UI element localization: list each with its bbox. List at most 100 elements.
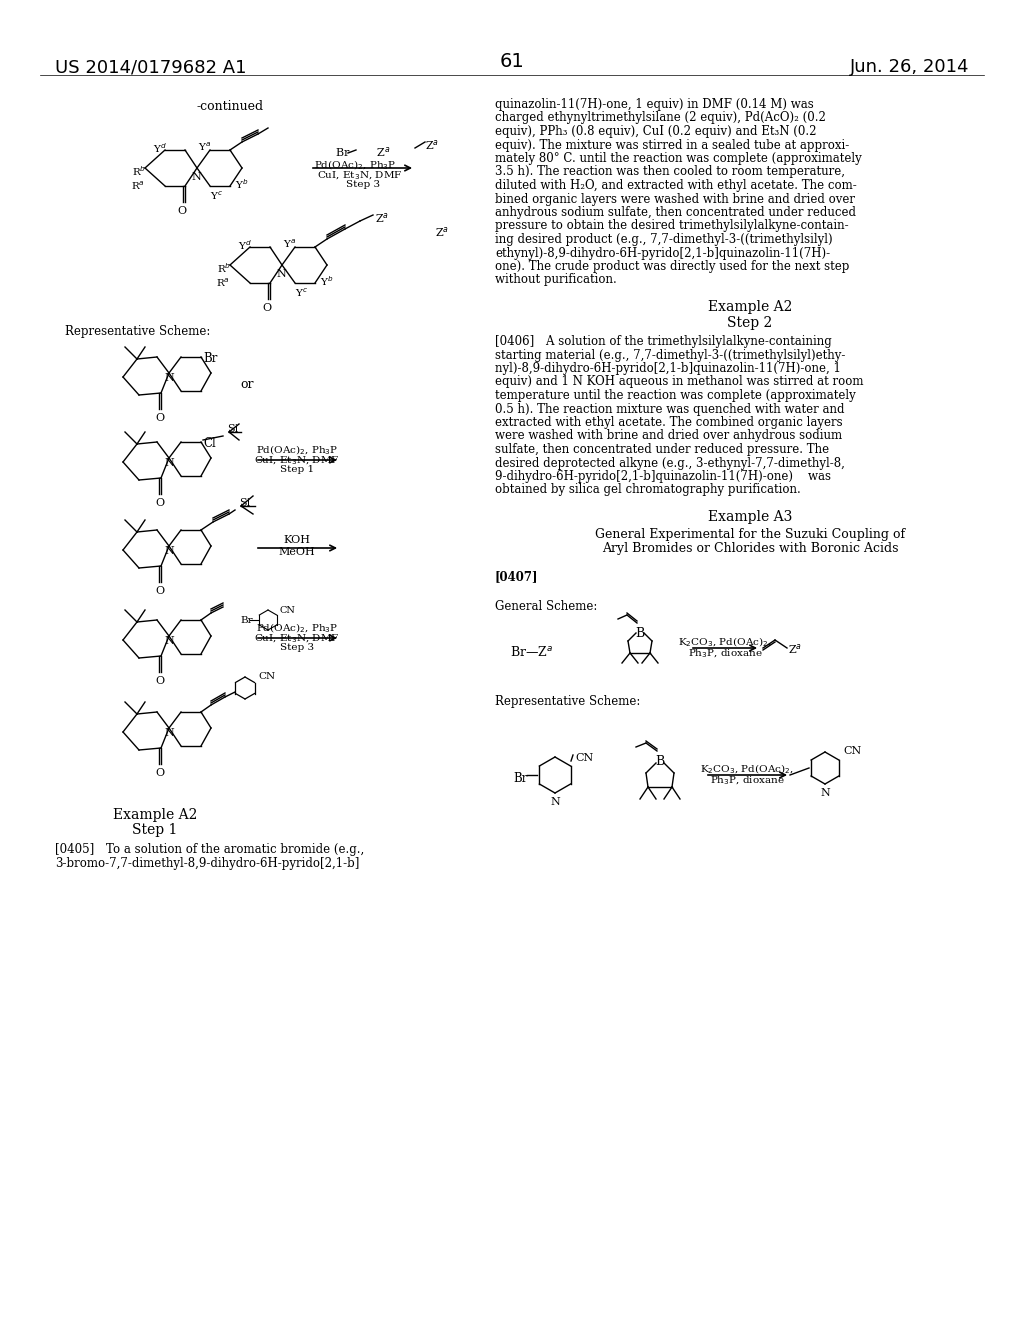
Text: Z$^a$: Z$^a$ (375, 211, 389, 224)
Text: B: B (635, 627, 645, 640)
Text: ing desired product (e.g., 7,7-dimethyl-3-((trimethylsilyl): ing desired product (e.g., 7,7-dimethyl-… (495, 234, 833, 246)
Text: O: O (156, 413, 165, 422)
Text: Y$^c$: Y$^c$ (296, 286, 308, 300)
Text: N: N (164, 729, 174, 738)
Text: O: O (156, 586, 165, 597)
Text: equiv) and 1 N KOH aqueous in methanol was stirred at room: equiv) and 1 N KOH aqueous in methanol w… (495, 375, 863, 388)
Text: sulfate, then concentrated under reduced pressure. The: sulfate, then concentrated under reduced… (495, 444, 829, 455)
Text: Br        Z$^a$: Br Z$^a$ (335, 145, 391, 158)
Text: N: N (191, 172, 201, 182)
Text: 9-dihydro-6H-pyrido[2,1-b]quinazolin-11(7H)-one)    was: 9-dihydro-6H-pyrido[2,1-b]quinazolin-11(… (495, 470, 831, 483)
Text: Z$^a$: Z$^a$ (425, 139, 439, 152)
Text: R$^b$: R$^b$ (217, 261, 231, 275)
Text: 0.5 h). The reaction mixture was quenched with water and: 0.5 h). The reaction mixture was quenche… (495, 403, 845, 416)
Text: N: N (164, 636, 174, 645)
Text: [0405] To a solution of the aromatic bromide (e.g.,: [0405] To a solution of the aromatic bro… (55, 843, 365, 855)
Text: O: O (262, 304, 271, 313)
Text: MeOH: MeOH (279, 546, 315, 557)
Text: Pd(OAc)$_2$, Ph$_3$P: Pd(OAc)$_2$, Ph$_3$P (256, 444, 338, 457)
Text: N: N (164, 458, 174, 469)
Text: B: B (655, 755, 665, 768)
Text: Y$^b$: Y$^b$ (319, 275, 334, 288)
Text: Step 3: Step 3 (280, 643, 314, 652)
Text: General Experimental for the Suzuki Coupling of: General Experimental for the Suzuki Coup… (595, 528, 905, 541)
Text: extracted with ethyl acetate. The combined organic layers: extracted with ethyl acetate. The combin… (495, 416, 843, 429)
Text: O: O (156, 676, 165, 686)
Text: [0406] A solution of the trimethylsilylalkyne-containing: [0406] A solution of the trimethylsilyla… (495, 335, 831, 348)
Text: Ph$_3$P, dioxane: Ph$_3$P, dioxane (710, 774, 784, 787)
Text: charged ethynyltrimethylsilane (2 equiv), Pd(AcO)₂ (0.2: charged ethynyltrimethylsilane (2 equiv)… (495, 111, 826, 124)
Text: Example A2: Example A2 (708, 300, 793, 314)
Text: 3-bromo-7,7-dimethyl-8,9-dihydro-6H-pyrido[2,1-b]: 3-bromo-7,7-dimethyl-8,9-dihydro-6H-pyri… (55, 857, 359, 870)
Text: R$^b$: R$^b$ (132, 164, 146, 178)
Text: mately 80° C. until the reaction was complete (approximately: mately 80° C. until the reaction was com… (495, 152, 862, 165)
Text: Example A2: Example A2 (113, 808, 198, 822)
Text: Y$^d$: Y$^d$ (154, 141, 167, 154)
Text: O: O (156, 768, 165, 777)
Text: O: O (156, 498, 165, 508)
Text: or: or (241, 378, 254, 391)
Text: Example A3: Example A3 (708, 510, 793, 524)
Text: N: N (820, 788, 829, 799)
Text: N: N (164, 546, 174, 556)
Text: Y$^b$: Y$^b$ (234, 177, 249, 191)
Text: anhydrous sodium sulfate, then concentrated under reduced: anhydrous sodium sulfate, then concentra… (495, 206, 856, 219)
Text: CuI, Et$_3$N, DMF: CuI, Et$_3$N, DMF (317, 169, 402, 182)
Text: Y$^a$: Y$^a$ (199, 141, 212, 153)
Text: KOH: KOH (284, 535, 310, 545)
Text: R$^a$: R$^a$ (216, 277, 229, 289)
Text: O: O (177, 206, 186, 216)
Text: obtained by silica gel chromatography purification.: obtained by silica gel chromatography pu… (495, 483, 801, 496)
Text: General Scheme:: General Scheme: (495, 601, 597, 612)
Text: equiv), PPh₃ (0.8 equiv), CuI (0.2 equiv) and Et₃N (0.2: equiv), PPh₃ (0.8 equiv), CuI (0.2 equiv… (495, 125, 816, 139)
Text: Jun. 26, 2014: Jun. 26, 2014 (850, 58, 969, 77)
Text: Step 3: Step 3 (346, 180, 380, 189)
Text: CuI, Et$_3$N, DMF: CuI, Et$_3$N, DMF (254, 632, 340, 644)
Text: temperature until the reaction was complete (approximately: temperature until the reaction was compl… (495, 389, 856, 403)
Text: Representative Scheme:: Representative Scheme: (495, 696, 640, 708)
Text: Si: Si (239, 498, 250, 508)
Text: Br: Br (513, 772, 527, 785)
Text: CN: CN (280, 606, 296, 615)
Text: were washed with brine and dried over anhydrous sodium: were washed with brine and dried over an… (495, 429, 842, 442)
Text: Z$^a$: Z$^a$ (435, 224, 450, 239)
Text: -continued: -continued (197, 100, 263, 114)
Text: Ph$_3$P, dioxane: Ph$_3$P, dioxane (687, 647, 763, 660)
Text: CuI, Et$_3$N, DMF: CuI, Et$_3$N, DMF (254, 454, 340, 466)
Text: Step 1: Step 1 (280, 465, 314, 474)
Text: bined organic layers were washed with brine and dried over: bined organic layers were washed with br… (495, 193, 855, 206)
Text: ethynyl)-8,9-dihydro-6H-pyrido[2,1-b]quinazolin-11(7H)-: ethynyl)-8,9-dihydro-6H-pyrido[2,1-b]qui… (495, 247, 830, 260)
Text: R$^a$: R$^a$ (131, 180, 144, 193)
Text: CN: CN (575, 752, 593, 763)
Text: quinazolin-11(7H)-one, 1 equiv) in DMF (0.14 M) was: quinazolin-11(7H)-one, 1 equiv) in DMF (… (495, 98, 814, 111)
Text: starting material (e.g., 7,7-dimethyl-3-((trimethylsilyl)ethy-: starting material (e.g., 7,7-dimethyl-3-… (495, 348, 846, 362)
Text: Z$^a$: Z$^a$ (788, 642, 802, 656)
Text: Br: Br (240, 616, 253, 624)
Text: [0407]: [0407] (495, 570, 539, 583)
Text: Br—Z$^a$: Br—Z$^a$ (510, 645, 553, 659)
Text: one). The crude product was directly used for the next step: one). The crude product was directly use… (495, 260, 849, 273)
Text: Y$^d$: Y$^d$ (239, 238, 252, 252)
Text: Cl: Cl (203, 437, 216, 450)
Text: K$_2$CO$_3$, Pd(OAc)$_2$,: K$_2$CO$_3$, Pd(OAc)$_2$, (700, 762, 794, 776)
Text: Y$^a$: Y$^a$ (284, 238, 297, 251)
Text: Step 2: Step 2 (727, 315, 773, 330)
Text: desired deprotected alkyne (e.g., 3-ethynyl-7,7-dimethyl-8,: desired deprotected alkyne (e.g., 3-ethy… (495, 457, 845, 470)
Text: equiv). The mixture was stirred in a sealed tube at approxi-: equiv). The mixture was stirred in a sea… (495, 139, 849, 152)
Text: diluted with H₂O, and extracted with ethyl acetate. The com-: diluted with H₂O, and extracted with eth… (495, 180, 857, 191)
Text: US 2014/0179682 A1: US 2014/0179682 A1 (55, 58, 247, 77)
Text: N: N (164, 374, 174, 383)
Text: N: N (276, 269, 286, 279)
Text: Step 1: Step 1 (132, 822, 178, 837)
Text: Br: Br (203, 352, 217, 366)
Text: Si: Si (227, 424, 239, 434)
Text: nyl)-8,9-dihydro-6H-pyrido[2,1-b]quinazolin-11(7H)-one, 1: nyl)-8,9-dihydro-6H-pyrido[2,1-b]quinazo… (495, 362, 841, 375)
Text: Y$^c$: Y$^c$ (211, 190, 223, 202)
Text: Aryl Bromides or Chlorides with Boronic Acids: Aryl Bromides or Chlorides with Boronic … (602, 543, 898, 554)
Text: without purification.: without purification. (495, 273, 616, 286)
Text: 61: 61 (500, 51, 524, 71)
Text: K$_2$CO$_3$, Pd(OAc)$_2$,: K$_2$CO$_3$, Pd(OAc)$_2$, (678, 635, 772, 648)
Text: N: N (550, 797, 560, 807)
Text: Representative Scheme:: Representative Scheme: (65, 325, 210, 338)
Text: Pd(OAc)$_2$, Ph$_3$P: Pd(OAc)$_2$, Ph$_3$P (313, 158, 396, 172)
